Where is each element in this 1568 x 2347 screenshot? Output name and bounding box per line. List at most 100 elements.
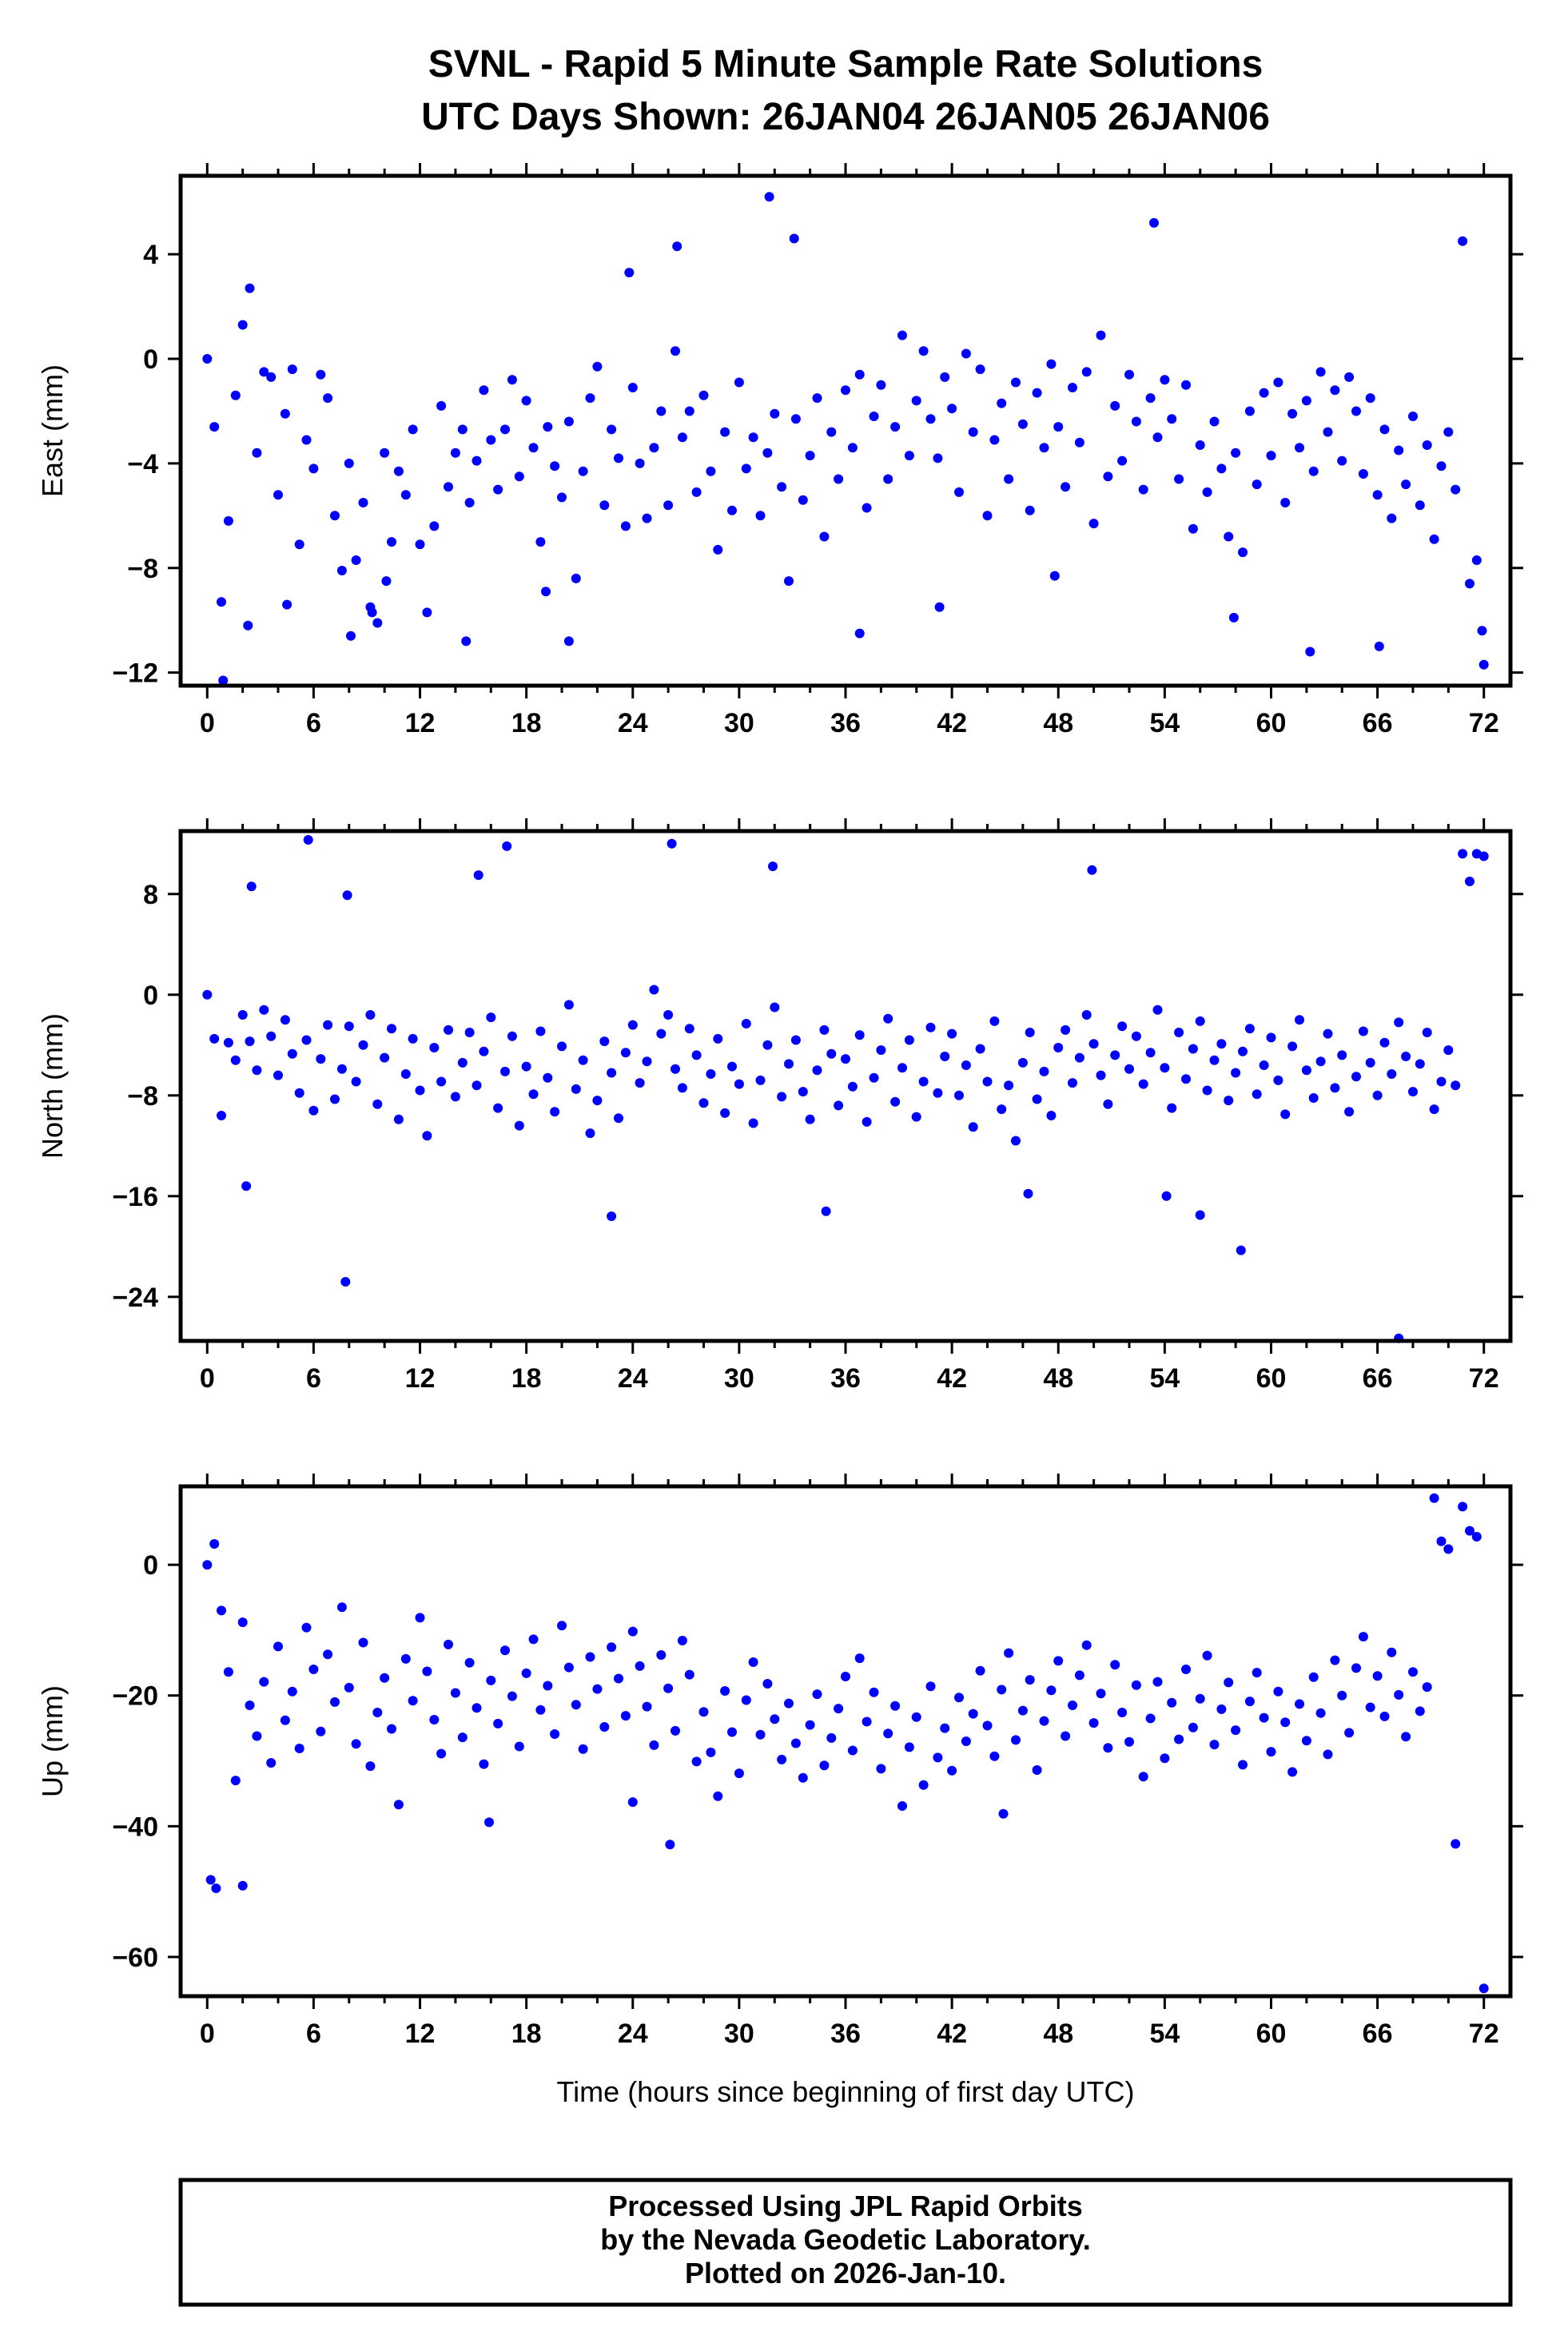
east-data-point bbox=[464, 498, 475, 507]
east-data-point bbox=[563, 416, 574, 427]
east-data-point bbox=[1295, 443, 1304, 453]
east-data-point bbox=[1017, 419, 1028, 429]
north-data-point bbox=[1224, 1096, 1234, 1106]
up-data-point bbox=[1145, 1713, 1156, 1724]
north-data-point bbox=[649, 985, 659, 995]
north-data-point bbox=[713, 1033, 723, 1044]
north-data-point bbox=[521, 1061, 531, 1072]
north-data-point bbox=[287, 1048, 297, 1059]
east-data-point bbox=[1228, 612, 1239, 623]
up-data-point bbox=[1152, 1677, 1163, 1687]
up-data-point bbox=[684, 1669, 694, 1680]
north-data-point bbox=[1372, 1090, 1383, 1100]
north-data-point bbox=[770, 1002, 780, 1012]
east-data-point bbox=[934, 602, 945, 612]
up-data-point bbox=[1011, 1735, 1021, 1745]
north-data-point bbox=[1188, 1044, 1198, 1054]
north-data-point bbox=[798, 1087, 808, 1097]
east-data-point bbox=[336, 566, 347, 575]
east-data-point bbox=[748, 432, 758, 443]
north-data-point bbox=[422, 1131, 432, 1141]
north-data-point bbox=[473, 870, 484, 881]
up-data-point bbox=[330, 1697, 340, 1707]
up-data-point bbox=[1358, 1632, 1368, 1642]
north-data-point bbox=[698, 1098, 709, 1108]
north-data-point bbox=[918, 1076, 929, 1087]
east-data-point bbox=[819, 531, 830, 542]
up-data-point bbox=[543, 1681, 553, 1691]
north-data-point bbox=[202, 989, 213, 1000]
north-data-point bbox=[1216, 1039, 1227, 1049]
up-data-point bbox=[1088, 1718, 1099, 1728]
north-points bbox=[202, 835, 1489, 1343]
up-data-point bbox=[1124, 1736, 1134, 1747]
east-data-point bbox=[1379, 424, 1390, 435]
up-data-point bbox=[1344, 1728, 1355, 1738]
north-data-point bbox=[1202, 1085, 1212, 1096]
north-data-point bbox=[294, 1088, 304, 1098]
up-data-point bbox=[316, 1726, 326, 1736]
north-data-point bbox=[1422, 1028, 1432, 1037]
up-data-point bbox=[1287, 1767, 1298, 1777]
north-data-point bbox=[997, 1104, 1007, 1115]
up-data-point bbox=[883, 1728, 893, 1739]
up-x-tick-label: 36 bbox=[830, 2019, 861, 2049]
up-data-point bbox=[287, 1686, 297, 1697]
east-data-point bbox=[1477, 626, 1487, 636]
east-data-point bbox=[876, 380, 886, 390]
east-data-point bbox=[862, 503, 872, 513]
east-data-point bbox=[677, 432, 687, 443]
east-data-point bbox=[656, 406, 667, 416]
up-data-point bbox=[1068, 1701, 1077, 1710]
north-x-tick-label: 66 bbox=[1363, 1363, 1393, 1394]
north-y-tick-label: −16 bbox=[112, 1182, 158, 1212]
north-data-point bbox=[1478, 851, 1489, 861]
north-data-point bbox=[847, 1081, 858, 1092]
north-data-point bbox=[436, 1076, 447, 1087]
north-data-point bbox=[351, 1076, 361, 1087]
north-data-point bbox=[667, 838, 677, 849]
up-data-point bbox=[734, 1768, 744, 1779]
up-points bbox=[202, 1493, 1489, 1994]
north-data-point bbox=[1308, 1093, 1319, 1103]
up-data-point bbox=[691, 1756, 702, 1767]
north-y-tick-label: 8 bbox=[143, 880, 158, 910]
east-data-point bbox=[1004, 474, 1014, 484]
north-data-point bbox=[691, 1050, 702, 1060]
east-data-point bbox=[367, 607, 377, 618]
up-data-point bbox=[294, 1744, 304, 1753]
north-data-point bbox=[1088, 1039, 1099, 1049]
north-data-point bbox=[1266, 1032, 1276, 1043]
up-data-point bbox=[1387, 1647, 1397, 1657]
east-data-point bbox=[1202, 487, 1212, 497]
north-data-point bbox=[1087, 865, 1097, 875]
north-data-point bbox=[479, 1046, 489, 1056]
north-data-point bbox=[671, 1064, 680, 1074]
up-data-point bbox=[1330, 1655, 1340, 1665]
up-data-point bbox=[578, 1744, 588, 1754]
up-data-point bbox=[280, 1715, 290, 1725]
north-data-point bbox=[784, 1059, 794, 1069]
east-data-point bbox=[429, 521, 440, 531]
north-data-point bbox=[502, 841, 512, 851]
north-data-point bbox=[550, 1107, 560, 1117]
north-data-point bbox=[372, 1099, 383, 1109]
north-data-point bbox=[1387, 1069, 1397, 1079]
east-data-point bbox=[578, 466, 588, 476]
up-data-point bbox=[1061, 1731, 1071, 1741]
east-data-point bbox=[252, 448, 262, 458]
north-data-point bbox=[821, 1206, 831, 1216]
east-data-point bbox=[387, 537, 396, 547]
up-data-point bbox=[1053, 1656, 1064, 1666]
east-data-point bbox=[1096, 330, 1106, 340]
north-data-point bbox=[826, 1048, 837, 1059]
north-data-point bbox=[1025, 1028, 1035, 1037]
east-data-point bbox=[521, 396, 531, 406]
north-data-point bbox=[400, 1069, 411, 1079]
up-data-point bbox=[1131, 1680, 1141, 1690]
up-data-point bbox=[1465, 1526, 1474, 1536]
east-data-point bbox=[947, 404, 957, 414]
east-data-point bbox=[663, 500, 674, 511]
east-x-tick-label: 6 bbox=[306, 708, 321, 738]
east-y-tick-label: −12 bbox=[112, 658, 158, 689]
